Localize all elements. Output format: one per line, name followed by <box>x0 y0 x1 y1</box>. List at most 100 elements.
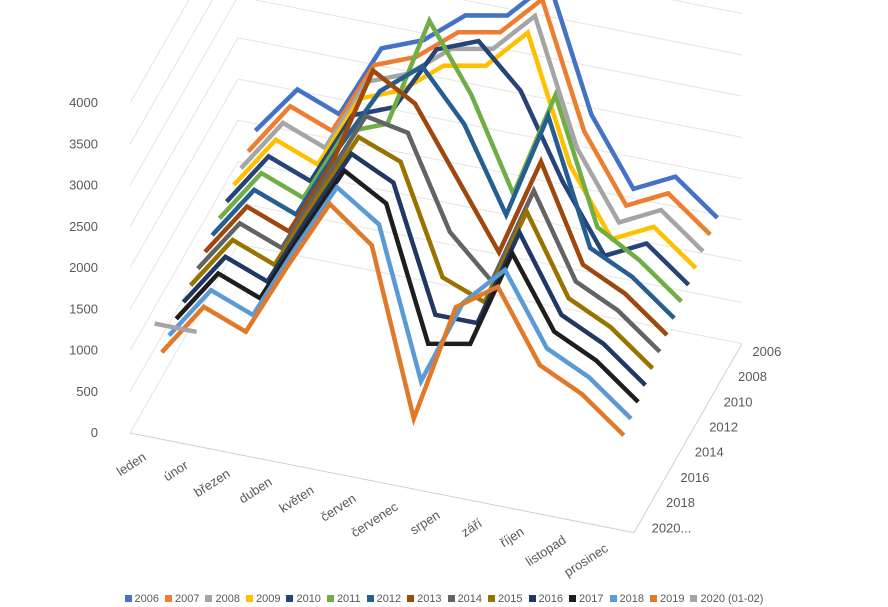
depth-tick-label: 2014 <box>695 445 724 460</box>
gridline <box>129 0 743 104</box>
legend-label: 2015 <box>498 592 523 605</box>
legend-item: 2020 (01-02) <box>690 590 763 607</box>
legend-swatch <box>649 595 657 602</box>
legend-label: 2018 <box>619 592 644 605</box>
legend-swatch <box>569 595 577 602</box>
legend-label: 2017 <box>579 592 604 605</box>
legend-item: 2015 <box>488 590 523 607</box>
legend-label: 2020 (01-02) <box>700 592 764 605</box>
legend-item: 2011 <box>326 590 361 607</box>
legend-swatch <box>407 595 415 602</box>
legend-label: 2009 <box>255 592 281 605</box>
legend-item: 2016 <box>528 590 564 607</box>
y-tick-label: 3000 <box>69 178 98 193</box>
depth-tick-label: 2016 <box>680 470 709 485</box>
y-tick-label: 4000 <box>69 95 98 110</box>
legend-item: 2006 <box>124 590 159 607</box>
x-tick-label: duben <box>236 474 274 506</box>
legend-swatch <box>609 595 617 602</box>
x-tick-label: červenec <box>348 499 401 541</box>
x-axis-line <box>129 432 635 534</box>
legend-item: 2009 <box>245 590 281 607</box>
depth-tick-label: 2008 <box>738 369 767 384</box>
x-tick-label: leden <box>114 449 149 479</box>
y-tick-label: 1500 <box>69 301 98 316</box>
legend-label: 2016 <box>538 592 564 605</box>
depth-axis-line <box>633 343 743 533</box>
legend: 2006 2007 2008 2009 2010 2011 2012 2013 2014 2015… <box>0 590 888 607</box>
x-tick-label: srpen <box>407 507 442 537</box>
legend-label: 2008 <box>215 592 240 605</box>
legend-label: 2007 <box>175 592 200 605</box>
x-tick-label: květen <box>276 482 316 515</box>
series-line <box>217 15 683 304</box>
legend-label: 2013 <box>417 592 442 605</box>
series-line <box>196 113 662 354</box>
series-line <box>167 183 633 421</box>
x-tick-label: prosinec <box>561 540 611 580</box>
legend-swatch <box>690 595 698 602</box>
legend-swatch <box>488 595 496 602</box>
legend-item: 2013 <box>407 590 442 607</box>
legend-item: 2017 <box>569 590 604 607</box>
series-line <box>160 200 626 437</box>
legend-label: 2010 <box>296 592 321 605</box>
legend-item: 2008 <box>205 590 240 607</box>
legend-item: 2012 <box>366 590 402 607</box>
series-layer <box>154 0 719 437</box>
gridline <box>129 202 743 392</box>
series-line <box>246 0 712 237</box>
y-tick-label: 500 <box>76 384 98 399</box>
series-line <box>253 0 719 220</box>
depth-tick-label: 2012 <box>709 420 738 435</box>
depth-tick-label: 2018 <box>666 495 695 510</box>
legend-swatch <box>366 595 374 602</box>
legend-label: 2014 <box>457 592 483 605</box>
legend-item: 2007 <box>165 590 199 607</box>
x-tick-label: listopad <box>523 532 569 569</box>
series-line <box>239 12 705 253</box>
depth-tick-label: 2020... <box>652 520 692 535</box>
x-tick-label: září <box>458 515 485 540</box>
x-tick-label: říjen <box>497 524 526 550</box>
y-tick-label: 2500 <box>69 219 98 234</box>
depth-tick-label: 2010 <box>724 394 753 409</box>
series-line <box>181 150 647 387</box>
legend-swatch <box>286 595 294 602</box>
legend-item: 2010 <box>286 590 321 607</box>
legend-swatch <box>165 595 172 602</box>
series-line <box>232 28 698 270</box>
y-tick-label: 3500 <box>69 136 98 151</box>
gridline <box>129 0 743 145</box>
series-line <box>210 63 676 320</box>
gridline <box>129 160 743 351</box>
axis-layer <box>129 343 743 534</box>
depth-tick-label: 2006 <box>752 344 781 359</box>
legend-swatch <box>124 595 132 602</box>
y-tick-label: 1000 <box>69 343 98 358</box>
series-line <box>174 167 640 404</box>
legend-item: 2014 <box>447 590 483 607</box>
series-line <box>188 134 655 371</box>
legend-swatch <box>528 595 536 602</box>
gridline <box>129 119 743 310</box>
legend-swatch <box>205 595 213 602</box>
legend-label: 2012 <box>376 592 402 605</box>
series-line <box>203 67 669 337</box>
x-tick-label: březen <box>191 466 233 500</box>
series-line <box>224 38 691 287</box>
legend-swatch <box>245 595 253 602</box>
legend-label: 2006 <box>134 592 159 605</box>
y-tick-label: 0 <box>91 425 98 440</box>
x-tick-label: únor <box>161 457 192 484</box>
legend-item: 2018 <box>609 590 644 607</box>
legend-item: 2019 <box>649 590 684 607</box>
y-tick-label: 2000 <box>69 260 98 275</box>
legend-swatch <box>326 595 334 602</box>
series-line <box>154 321 198 335</box>
legend-swatch <box>447 595 455 602</box>
x-tick-label: červen <box>318 491 359 525</box>
legend-label: 2011 <box>336 592 361 605</box>
